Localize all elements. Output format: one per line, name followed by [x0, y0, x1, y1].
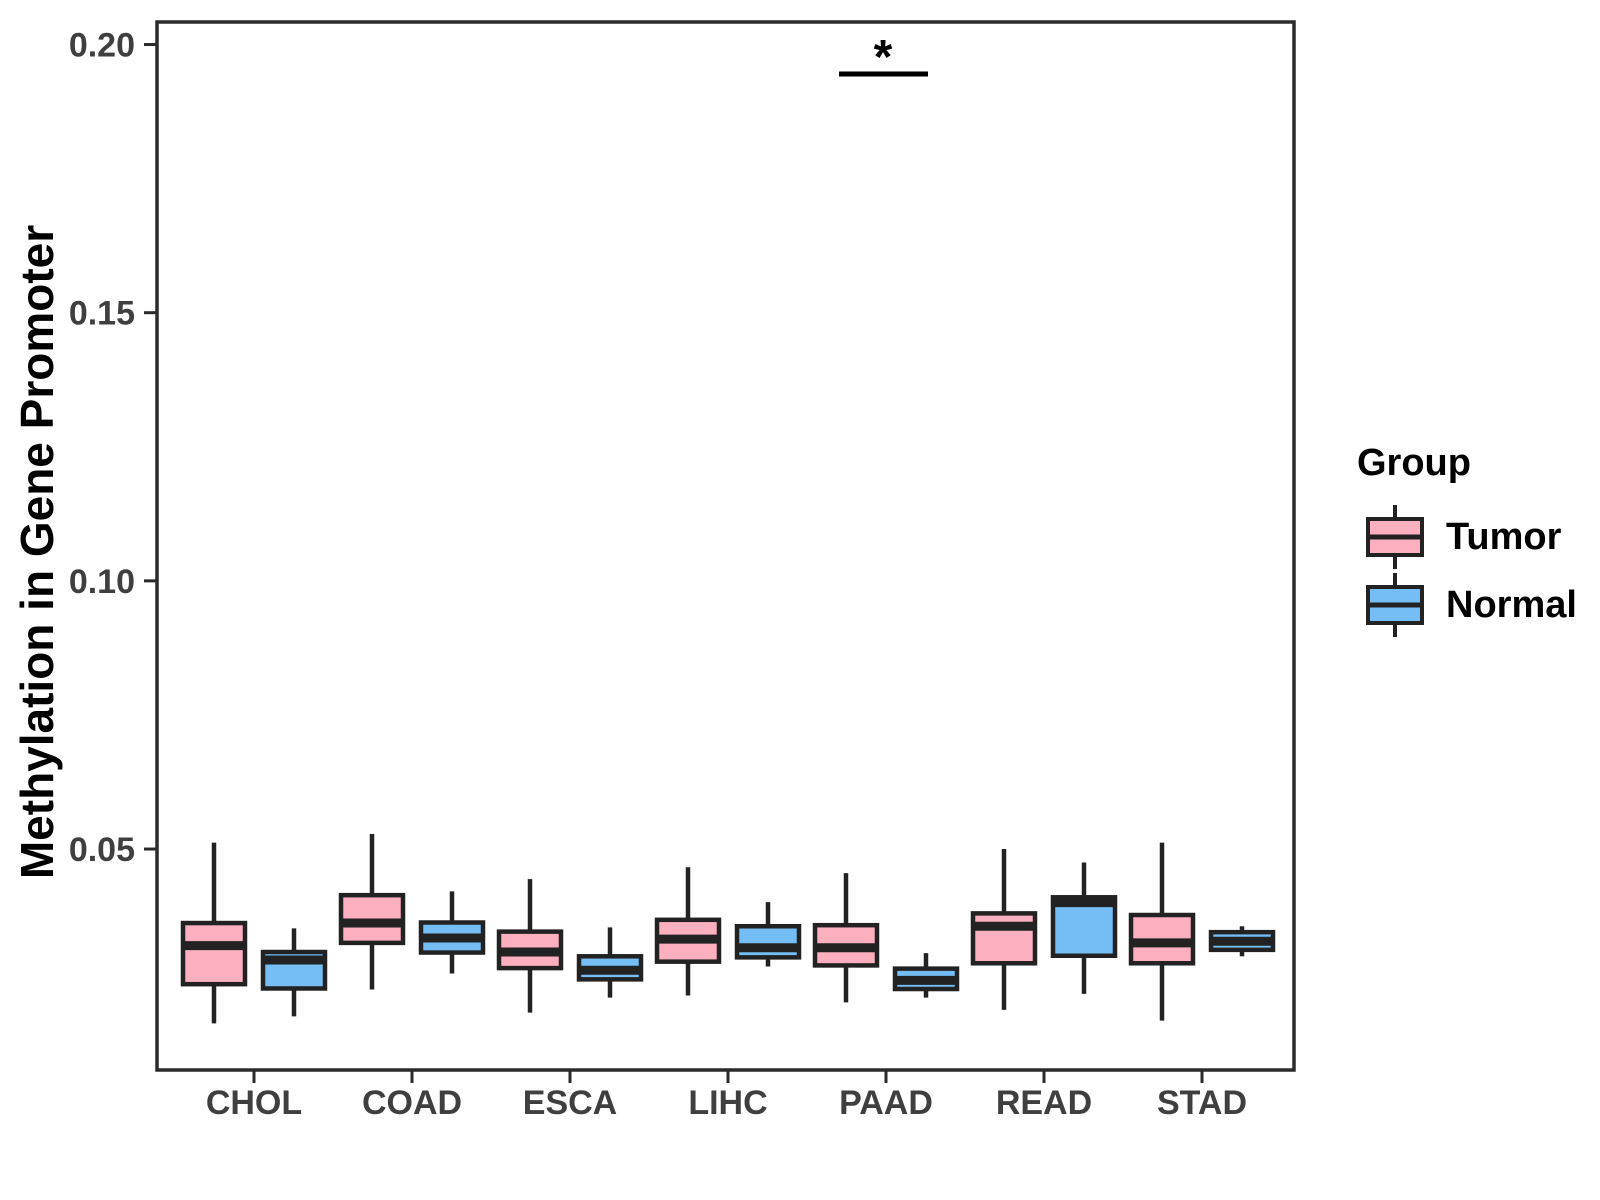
y-tick-label: 0.15 — [69, 295, 135, 333]
x-tick-label-esca: ESCA — [523, 1084, 617, 1122]
legend-label-tumor: Tumor — [1446, 516, 1562, 558]
x-tick-label-read: READ — [996, 1084, 1092, 1122]
legend-title: Group — [1357, 442, 1471, 484]
box-tumor-read — [970, 911, 1038, 966]
y-axis-title: Methylation in Gene Promoter — [11, 224, 63, 880]
y-tick-label: 0.20 — [69, 27, 135, 65]
y-tick-label: 0.10 — [69, 563, 135, 601]
legend-key-tumor-icon — [1366, 505, 1424, 569]
x-tick-label-chol: CHOL — [206, 1084, 302, 1122]
x-tick-label-lihc: LIHC — [688, 1084, 767, 1122]
x-tick-label-coad: COAD — [362, 1084, 462, 1122]
y-tick-label: 0.05 — [69, 831, 135, 869]
panel-border — [155, 20, 1296, 1072]
significance-asterisk: * — [873, 31, 893, 84]
legend-key-normal-icon — [1366, 573, 1424, 637]
box-tumor-chol — [180, 920, 248, 987]
x-tick-label-paad: PAAD — [839, 1084, 933, 1122]
legend-label-normal: Normal — [1446, 584, 1577, 626]
x-tick-label-stad: STAD — [1157, 1084, 1247, 1122]
box-normal-lihc — [734, 924, 802, 960]
